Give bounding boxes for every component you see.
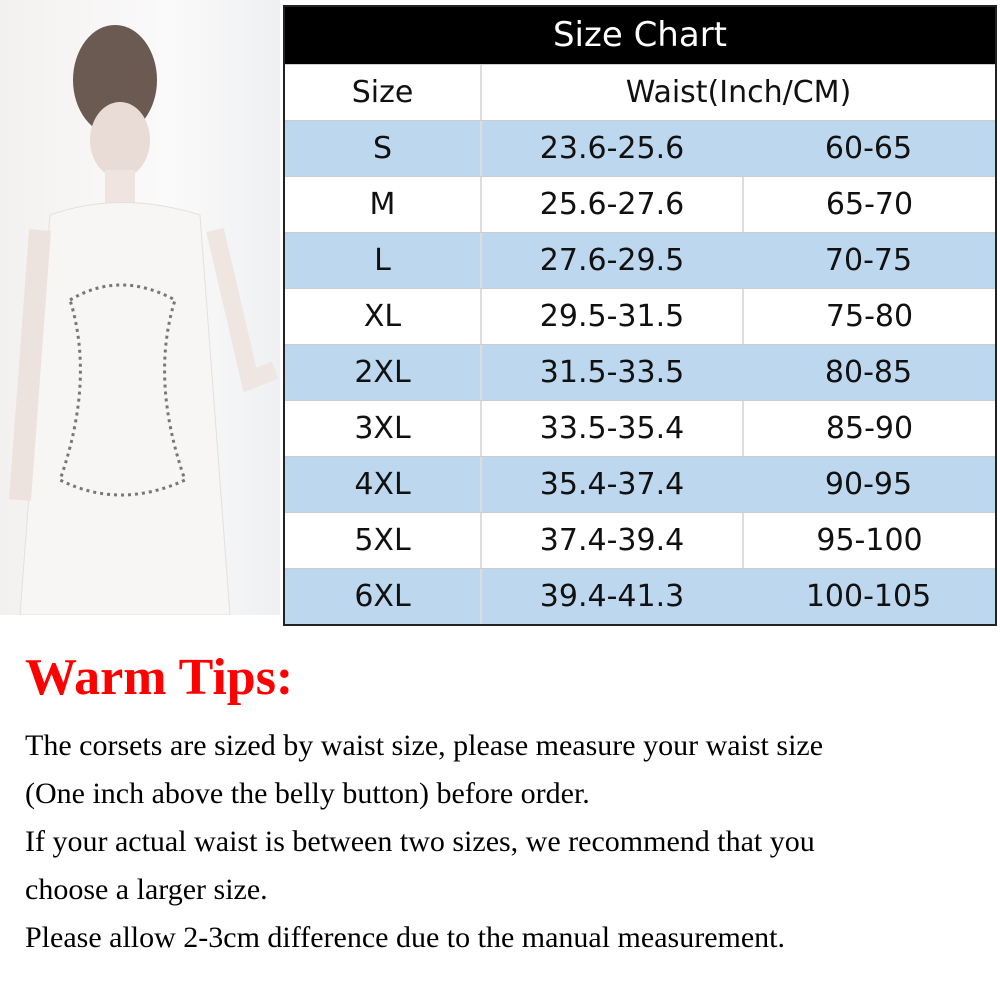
- size-chart-table: Size Chart Size Waist(Inch/CM) S 23.6-25.…: [283, 5, 997, 626]
- model-figure-illustration: [9, 25, 279, 615]
- table-row: M 25.6-27.6 65-70: [285, 176, 995, 232]
- waist-cm-cell: 95-100: [816, 523, 923, 558]
- waist-cm-cell: 100-105: [805, 579, 932, 614]
- table-row: XL 29.5-31.5 75-80: [285, 288, 995, 344]
- size-cell: M: [285, 177, 482, 232]
- table-header-row: Size Waist(Inch/CM): [285, 64, 995, 120]
- tip-line: (One inch above the belly button) before…: [25, 777, 590, 810]
- waist-inch-cell: 37.4-39.4: [482, 513, 744, 568]
- waist-inch-cell: 35.4-37.4: [539, 467, 685, 502]
- waist-cm-cell: 70-75: [824, 243, 913, 278]
- size-cell: XL: [285, 289, 482, 344]
- waist-cm-cell: 85-90: [825, 411, 914, 446]
- waist-cm-cell: 90-95: [824, 467, 913, 502]
- table-row: L 27.6-29.5 70-75: [285, 232, 995, 288]
- waist-cm-cell: 75-80: [825, 299, 914, 334]
- model-photo: [0, 0, 280, 615]
- table-row: 3XL 33.5-35.4 85-90: [285, 400, 995, 456]
- tip-line: If your actual waist is between two size…: [25, 825, 815, 858]
- tip-line: choose a larger size.: [25, 873, 268, 906]
- waist-inch-cell: 31.5-33.5: [539, 355, 685, 390]
- waist-inch-cell: 29.5-31.5: [482, 289, 744, 344]
- tip-line: Please allow 2-3cm difference due to the…: [25, 921, 785, 954]
- size-cell: 2XL: [285, 345, 482, 400]
- table-row: 2XL 31.5-33.5 80-85: [285, 344, 995, 400]
- waist-inch-cell: 23.6-25.6: [539, 131, 685, 166]
- size-cell: 6XL: [285, 569, 482, 624]
- table-row: 6XL 39.4-41.3 100-105: [285, 568, 995, 624]
- size-cell: L: [285, 233, 482, 288]
- warm-tips-heading: Warm Tips:: [25, 649, 294, 706]
- size-cell: S: [285, 121, 482, 176]
- table-row: S 23.6-25.6 60-65: [285, 120, 995, 176]
- waist-inch-cell: 25.6-27.6: [482, 177, 744, 232]
- table-row: 5XL 37.4-39.4 95-100: [285, 512, 995, 568]
- table-title: Size Chart: [285, 7, 995, 64]
- header-size: Size: [285, 65, 482, 120]
- table-row: 4XL 35.4-37.4 90-95: [285, 456, 995, 512]
- waist-inch-cell: 39.4-41.3: [539, 579, 685, 614]
- size-cell: 5XL: [285, 513, 482, 568]
- waist-cm-cell: 60-65: [824, 131, 913, 166]
- tip-line: The corsets are sized by waist size, ple…: [25, 729, 824, 762]
- size-cell: 4XL: [285, 457, 482, 512]
- waist-cm-cell: 80-85: [824, 355, 913, 390]
- warm-tips-text: The corsets are sized by waist size, ple…: [25, 722, 995, 962]
- waist-inch-cell: 33.5-35.4: [482, 401, 744, 456]
- header-waist: Waist(Inch/CM): [625, 75, 852, 110]
- size-cell: 3XL: [285, 401, 482, 456]
- waist-cm-cell: 65-70: [825, 187, 914, 222]
- waist-inch-cell: 27.6-29.5: [539, 243, 685, 278]
